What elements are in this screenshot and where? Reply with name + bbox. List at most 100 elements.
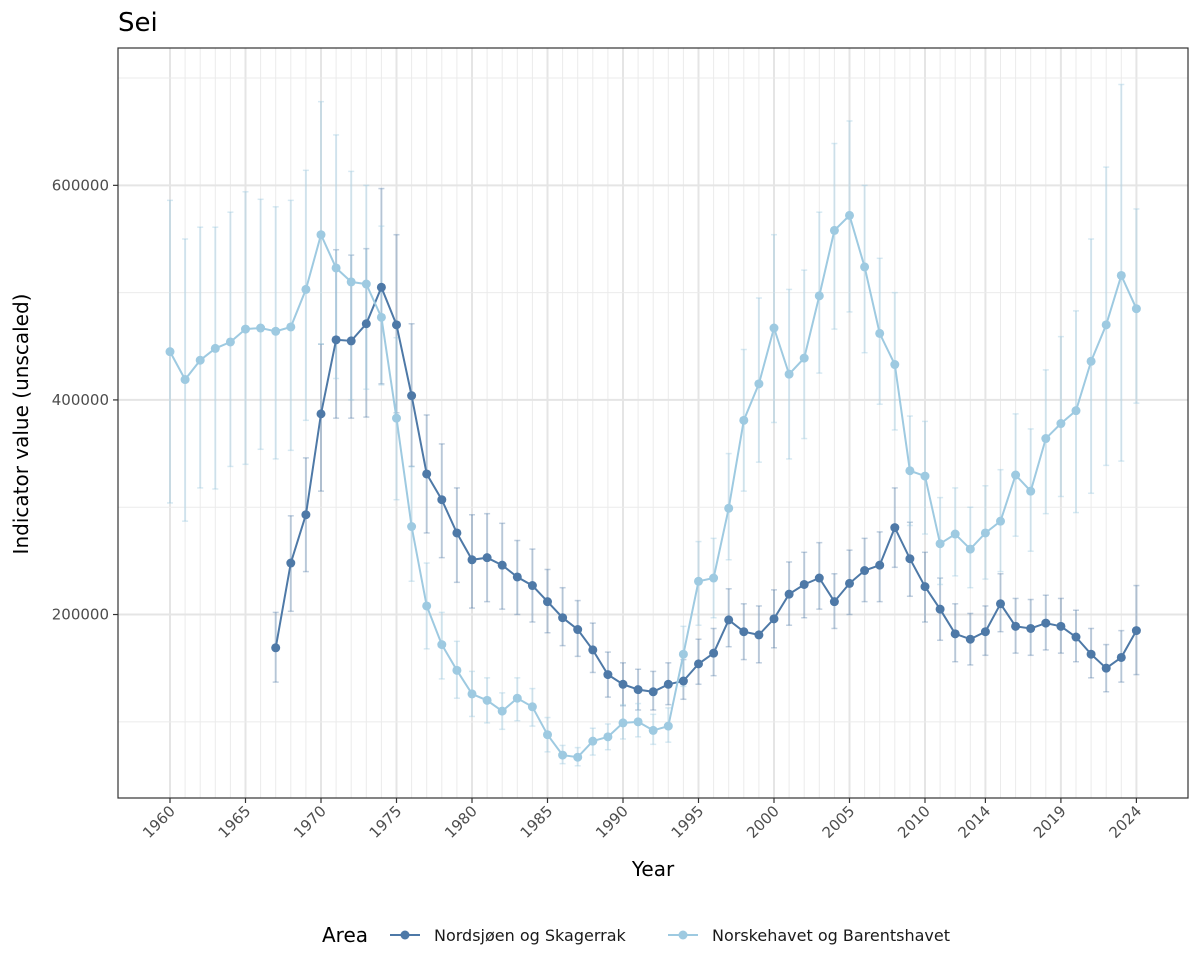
x-tick-label: 2014 <box>954 802 994 842</box>
data-point <box>633 685 643 695</box>
data-point <box>814 291 824 301</box>
x-tick-label: 1965 <box>215 802 255 842</box>
data-point <box>739 627 749 637</box>
data-point <box>965 544 975 554</box>
data-point <box>996 599 1005 609</box>
data-point <box>301 284 311 294</box>
data-point <box>437 495 447 505</box>
data-point <box>890 360 900 370</box>
series-line <box>274 284 1138 693</box>
data-point <box>1101 320 1111 330</box>
data-point <box>1071 632 1081 642</box>
data-point <box>543 730 552 740</box>
data-point <box>422 601 432 611</box>
data-point <box>890 523 900 533</box>
data-point <box>678 649 688 659</box>
data-point <box>180 375 190 385</box>
data-point <box>271 643 281 653</box>
data-point <box>769 614 779 624</box>
data-point <box>588 645 598 655</box>
data-point <box>663 679 673 689</box>
data-point <box>1131 304 1141 314</box>
data-point <box>1041 434 1051 444</box>
data-point <box>950 629 960 639</box>
data-point <box>392 413 401 423</box>
series-1-marks <box>271 282 1141 697</box>
data-point <box>331 263 341 273</box>
data-point <box>799 353 809 363</box>
data-point <box>1056 621 1066 631</box>
data-point <box>860 262 870 272</box>
data-point <box>286 322 296 332</box>
data-point <box>497 706 507 716</box>
data-point <box>407 391 417 401</box>
data-point <box>618 679 628 689</box>
data-point <box>482 695 492 705</box>
legend-label: Nordsjøen og Skagerrak <box>434 926 627 945</box>
x-tick-label: 1995 <box>668 802 708 842</box>
data-point <box>935 539 945 549</box>
chart-title: Sei <box>118 8 158 38</box>
data-point <box>678 676 688 686</box>
data-point <box>195 355 205 365</box>
y-tick-label: 600000 <box>52 176 109 194</box>
data-point <box>437 640 447 650</box>
data-point <box>241 324 250 334</box>
data-point <box>286 558 296 568</box>
data-point <box>588 736 598 746</box>
data-point <box>935 604 945 614</box>
data-point <box>845 578 854 588</box>
data-point <box>467 555 477 565</box>
plot-area <box>117 47 1189 799</box>
panel-border <box>117 47 1189 799</box>
data-point <box>694 659 703 669</box>
legend-title: Area <box>322 923 368 947</box>
data-point <box>512 693 522 703</box>
data-point <box>452 528 462 538</box>
legend: Area Nordsjøen og Skagerrak Norskehavet o… <box>322 923 950 947</box>
y-axis-title: Indicator value (unscaled) <box>9 294 33 555</box>
y-tick-label: 400000 <box>52 391 109 409</box>
data-point <box>346 336 356 346</box>
data-point <box>1041 618 1051 628</box>
data-point <box>829 597 839 607</box>
data-point <box>860 566 870 576</box>
data-point <box>543 597 552 607</box>
data-point <box>1011 470 1021 480</box>
data-point <box>996 516 1005 526</box>
data-point <box>1086 356 1096 366</box>
data-point <box>422 469 432 479</box>
data-point <box>754 630 764 640</box>
data-point <box>1101 663 1111 673</box>
data-point <box>558 613 568 623</box>
data-point <box>482 553 492 563</box>
data-point <box>1131 626 1141 636</box>
data-point <box>920 582 930 592</box>
data-point <box>905 554 915 564</box>
data-point <box>467 689 477 699</box>
legend-item-1: Nordsjøen og Skagerrak <box>390 926 627 945</box>
data-point <box>376 282 386 292</box>
data-point <box>558 750 568 760</box>
data-point <box>407 522 417 532</box>
data-point <box>603 732 613 742</box>
data-point <box>980 528 990 538</box>
data-point <box>210 343 220 353</box>
data-point <box>271 326 281 336</box>
x-tick-label: 1990 <box>592 802 632 842</box>
legend-item-2: Norskehavet og Barentshavet <box>668 926 950 945</box>
legend-key-point <box>400 930 410 940</box>
data-point <box>709 648 719 658</box>
data-point <box>376 312 386 322</box>
data-point <box>361 319 371 329</box>
data-point <box>799 579 809 589</box>
data-point <box>648 687 658 697</box>
data-point <box>845 210 854 220</box>
x-tick-label: 1975 <box>366 802 406 842</box>
data-point <box>920 471 930 481</box>
series-2-marks <box>165 210 1141 762</box>
data-point <box>905 466 915 476</box>
data-point <box>769 323 779 333</box>
x-tick-label: 1960 <box>139 802 179 842</box>
